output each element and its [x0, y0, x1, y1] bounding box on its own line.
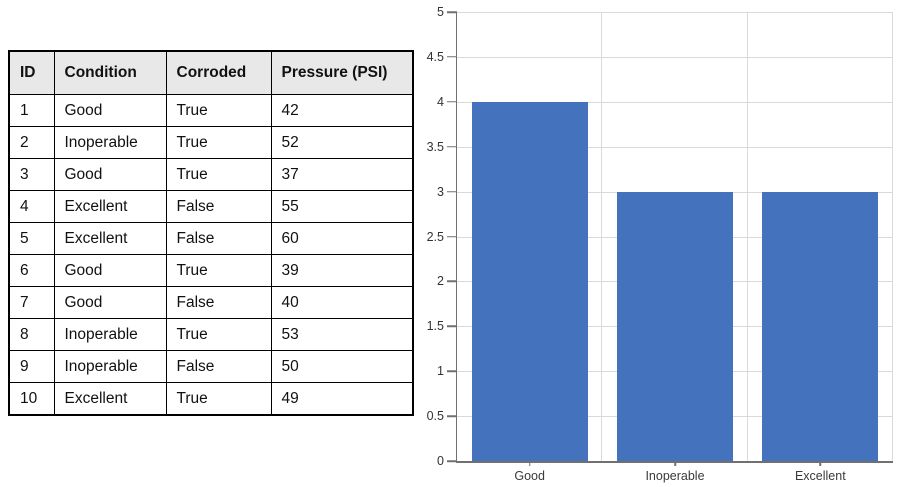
- x-axis-tick: [528, 461, 531, 466]
- y-tick-label: 0: [437, 454, 444, 468]
- table-cell: Excellent: [53, 222, 167, 255]
- table-cell: 2: [8, 126, 55, 159]
- table-row: 10 Excellent True 49: [8, 382, 414, 416]
- y-tick-label: 3: [437, 184, 444, 199]
- table-cell: 42: [270, 94, 414, 127]
- table-row: 4 Excellent False 55: [8, 190, 414, 223]
- table-header-row: ID Condition Corroded Pressure (PSI): [8, 50, 414, 95]
- bar-excellent: [762, 191, 879, 461]
- table-cell: 60: [270, 222, 414, 255]
- table-cell: 37: [270, 158, 414, 191]
- table-row: 8 Inoperable True 53: [8, 318, 414, 351]
- column-header: ID: [8, 50, 55, 95]
- table-cell: False: [165, 350, 272, 383]
- table-cell: Excellent: [53, 382, 167, 416]
- y-axis-tick: [447, 190, 457, 193]
- h-gridline: [457, 12, 893, 13]
- y-tick-label: 1: [437, 364, 444, 379]
- bar-good: [471, 101, 588, 461]
- table-cell: 50: [270, 350, 414, 383]
- y-axis-tick: [447, 11, 457, 13]
- h-gridline: [457, 146, 893, 148]
- table-cell: 53: [270, 318, 414, 351]
- table-cell: 8: [8, 318, 55, 351]
- column-header: Pressure (PSI): [270, 50, 414, 95]
- table-cell: Inoperable: [53, 126, 167, 159]
- table-cell: True: [165, 254, 272, 287]
- table-cell: 7: [8, 286, 55, 319]
- table-cell: Good: [53, 158, 167, 191]
- table-cell: 39: [270, 254, 414, 287]
- y-axis-tick: [447, 101, 457, 103]
- column-header: Corroded: [165, 50, 272, 95]
- table-cell: 5: [8, 222, 55, 255]
- table-row: 7 Good False 40: [8, 286, 414, 319]
- table-cell: True: [165, 126, 272, 159]
- table-cell: True: [165, 382, 272, 416]
- x-axis-tick: [674, 461, 676, 466]
- h-gridline: [457, 56, 893, 58]
- y-tick-label: 0.5: [426, 409, 444, 424]
- y-axis-tick: [447, 145, 457, 148]
- table-cell: Good: [53, 254, 167, 287]
- table-cell: 1: [8, 94, 55, 127]
- y-tick-label: 4.5: [426, 49, 444, 64]
- bar-inoperable: [616, 191, 734, 461]
- table-cell: True: [165, 94, 272, 127]
- table-cell: False: [165, 286, 272, 319]
- y-axis-tick: [447, 235, 457, 238]
- table-row: 2 Inoperable True 52: [8, 126, 414, 159]
- table-cell: 10: [8, 382, 55, 416]
- y-axis-tick: [447, 280, 457, 283]
- table-cell: 9: [8, 350, 55, 383]
- y-tick-label: 5: [437, 5, 444, 19]
- table-row: 9 Inoperable False 50: [8, 350, 414, 383]
- table-cell: Good: [53, 94, 167, 127]
- table-cell: True: [165, 318, 272, 351]
- table-row: 3 Good True 37: [8, 158, 414, 191]
- h-gridline: [457, 101, 893, 103]
- column-header: Condition: [53, 50, 167, 95]
- y-tick-label: 4: [437, 94, 444, 109]
- table-cell: 40: [270, 286, 414, 319]
- v-gridline: [601, 12, 603, 461]
- table-cell: Inoperable: [53, 318, 167, 351]
- v-gridline: [746, 12, 748, 461]
- y-axis-tick: [447, 56, 457, 58]
- table-cell: Good: [53, 286, 167, 319]
- v-gridline: [892, 12, 893, 461]
- y-axis-tick: [447, 460, 457, 462]
- table-cell: False: [165, 190, 272, 223]
- y-tick-label: 2: [437, 274, 444, 289]
- bar-chart-plot-area: 0 0.5 1 1.5 2 2.5 3 3.5 4 4.5 5 Good Inoperable Excel…: [427, 5, 893, 483]
- y-tick-label: 2.5: [426, 229, 444, 244]
- table-row: 5 Excellent False 60: [8, 222, 414, 255]
- table-row: 1 Good True 42: [8, 94, 414, 127]
- table-cell: True: [165, 158, 272, 191]
- y-tick-label: 1.5: [426, 319, 444, 334]
- x-category-label: Excellent: [794, 469, 846, 483]
- table-cell: Inoperable: [53, 350, 167, 383]
- table-cell: 55: [270, 190, 414, 223]
- y-axis-tick: [447, 325, 457, 328]
- y-tick-label: 3.5: [426, 139, 444, 154]
- table-cell: 49: [270, 382, 414, 416]
- table-cell: 4: [8, 190, 55, 223]
- table-row: 6 Good True 39: [8, 254, 414, 287]
- table-cell: False: [165, 222, 272, 255]
- table-cell: 3: [8, 158, 55, 191]
- table-body: 1 Good True 42 2 Inoperable True 52 3 Good True 37 4…: [8, 94, 414, 416]
- table-cell: 6: [8, 254, 55, 287]
- x-axis-tick: [819, 461, 822, 466]
- pipe-data-table: ID Condition Corroded Pressure (PSI) 1 Good T…: [8, 50, 414, 416]
- x-category-label: Good: [514, 469, 545, 483]
- y-axis-tick: [447, 415, 457, 417]
- table-cell: Excellent: [53, 190, 167, 223]
- y-axis-tick: [447, 370, 457, 372]
- table-cell: 52: [270, 126, 414, 159]
- x-category-label: Inoperable: [645, 469, 705, 483]
